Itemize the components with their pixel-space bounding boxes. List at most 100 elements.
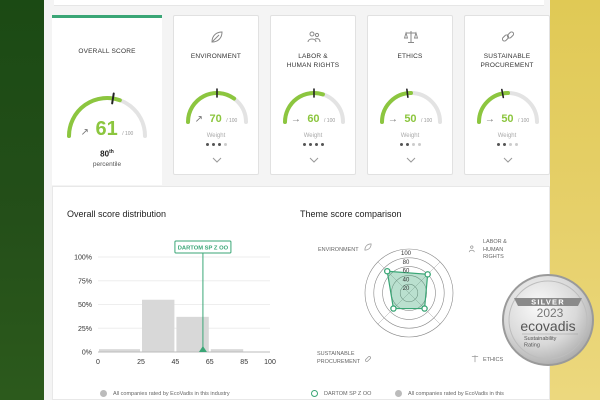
overall-score-number: 61 [95,118,118,140]
weight-dot [302,143,306,146]
weight-dots [174,143,258,146]
radar-label-labor: LABOR & HUMAN RIGHTS [483,239,507,261]
weight-dot [223,143,227,146]
theme-score-number: 50 [404,113,417,125]
radar-point [390,305,397,312]
comparison-legend-company: DARTOM SP Z OO [311,390,371,397]
badge-brand: ecovadis [520,318,575,334]
distribution-bar [142,299,175,352]
radar-ring [364,248,454,338]
chain-link-icon [501,31,515,42]
radar-label-environment: ENVIRONMENT [318,247,359,253]
percentile-value: 80 [100,149,110,159]
distribution-bar [210,349,244,352]
legend-text: DARTOM SP Z OO [324,390,372,397]
chevron-down-icon[interactable] [406,156,416,164]
theme-title: SUSTAINABLE PROCUREMENT [480,53,534,70]
badge-level: SILVER [531,298,565,307]
radar-ring [373,257,445,329]
theme-score: → 50 / 100 [368,109,452,127]
y-tick-label: 75% [78,278,92,285]
radar-spoke [377,261,410,294]
radar-label-procurement: SUSTAINABLE PROCUREMENT [317,351,361,365]
theme-card-sustainable-procurement[interactable]: SUSTAINABLE PROCUREMENT → 50 / 100 Weigh… [464,15,550,175]
radar-tick-label: 80 [403,260,410,266]
distribution-bar [99,349,140,352]
weight-dot [514,143,518,146]
ecovadis-silver-medal: SILVER 2023 ecovadis Sustainability Rati… [502,274,594,366]
radar-point [421,305,428,312]
overall-score-card[interactable]: OVERALL SCORE ↗ 61 / 100 80th percentile [52,15,162,185]
chevron-down-icon[interactable] [309,156,319,164]
weight-label: Weight [303,133,323,139]
chevron-down-icon[interactable] [503,156,513,164]
theme-title: ETHICS [397,53,423,60]
chain-link-icon [365,356,371,362]
weight-dot [217,143,221,146]
theme-card-environment[interactable]: ENVIRONMENT ↗ 70 / 100 Weight [173,15,259,175]
radar-tick-label: 20 [403,286,410,292]
overall-score-title: OVERALL SCORE [78,48,136,55]
overall-score-value: ↗ 61 / 100 [52,118,162,141]
x-tick-label: 25 [137,359,145,366]
weight-dot [211,143,215,146]
trend-up-icon: ↗ [194,114,204,125]
theme-score: ↗ 70 / 100 [174,109,258,127]
weight-label: Weight [497,133,517,139]
distribution-legend: All companies rated by EcoVadis in this … [100,390,230,397]
x-tick-label: 0 [96,359,100,366]
weight-dots [368,143,452,146]
weight-dot [308,143,312,146]
x-tick-label: 45 [172,359,180,366]
x-tick-label: 65 [206,359,214,366]
people-icon [468,245,475,253]
left-green-band [0,0,44,400]
theme-card-ethics[interactable]: ETHICS → 50 / 100 Weight [367,15,453,175]
radar-point [383,267,391,275]
weight-dot [496,143,500,146]
leaf-icon [364,243,372,251]
company-marker-label: DARTOM SP Z OO [178,246,229,252]
badge-year: 2023 [537,306,564,320]
theme-title: ENVIRONMENT [190,53,242,60]
overall-score-outof: / 100 [122,131,134,137]
badge-tagline: Rating [524,343,540,349]
radar-label-ethics: ETHICS [483,357,504,363]
y-tick-label: 0% [82,350,92,357]
weight-dot [399,143,403,146]
comparison-legend-all: All companies rated by EcoVadis in this [395,390,504,397]
top-divider [54,0,544,6]
weight-dot [411,143,415,146]
scales-icon [403,31,419,43]
radar-tick-label: 60 [403,269,410,275]
percentile-suffix: th [109,149,114,155]
legend-gray-dot [100,390,107,397]
scorecard-view: OVERALL SCORE ↗ 61 / 100 80th percentile… [44,0,550,400]
company-marker-triangle [198,346,207,352]
x-tick-label: 85 [240,359,248,366]
company-marker-box [174,240,232,254]
radar-ring [382,266,436,320]
theme-gauge [477,88,539,124]
theme-card-labor-human-rights[interactable]: LABOR & HUMAN RIGHTS → 60 / 100 Weight [270,15,356,175]
y-tick-label: 100% [74,255,92,262]
theme-score-number: 60 [307,113,320,125]
theme-radar-chart: 100 80 60 40 20 [364,248,454,338]
trend-flat-icon: → [387,114,398,125]
radar-point [424,271,431,278]
trend-flat-icon: → [484,114,495,125]
weight-dots [465,143,549,146]
theme-score: → 50 / 100 [465,109,549,127]
distribution-bar [176,316,209,352]
theme-score-number: 50 [501,113,514,125]
overall-score-gauge [67,92,147,138]
weight-dot [508,143,512,146]
theme-title: LABOR & HUMAN RIGHTS [286,53,340,70]
chevron-down-icon[interactable] [212,156,222,164]
weight-dots [271,143,355,146]
weight-dot [502,143,506,146]
charts-panel: Overall score distribution Theme score c… [52,186,550,400]
radar-tick-label: 40 [403,277,410,283]
badge-tagline: Sustainability [524,336,557,342]
x-tick-label: 100 [264,359,276,366]
